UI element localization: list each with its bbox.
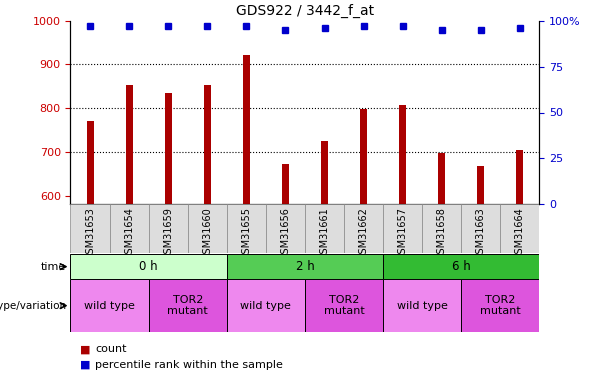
Text: wild type: wild type — [397, 301, 447, 310]
Bar — [70, 204, 110, 253]
Bar — [243, 55, 250, 204]
Bar — [227, 204, 266, 253]
Bar — [86, 121, 94, 204]
Text: GSM31660: GSM31660 — [202, 207, 212, 260]
Text: GSM31654: GSM31654 — [124, 207, 134, 260]
Text: GSM31657: GSM31657 — [398, 207, 408, 260]
Bar — [422, 204, 462, 253]
Text: GSM31664: GSM31664 — [515, 207, 525, 260]
Bar — [149, 279, 227, 332]
Text: GSM31659: GSM31659 — [163, 207, 173, 260]
Bar — [70, 279, 149, 332]
Bar — [204, 86, 211, 204]
Bar — [462, 204, 500, 253]
Text: ■: ■ — [80, 360, 90, 369]
Bar — [70, 254, 227, 279]
Bar — [282, 164, 289, 204]
Bar — [478, 166, 484, 204]
Text: GSM31663: GSM31663 — [476, 207, 486, 260]
Bar — [383, 254, 539, 279]
Bar — [165, 93, 172, 204]
Text: GSM31656: GSM31656 — [280, 207, 291, 260]
Bar — [500, 204, 539, 253]
Bar — [149, 204, 188, 253]
Text: ■: ■ — [80, 345, 90, 354]
Text: genotype/variation: genotype/variation — [0, 301, 66, 310]
Bar — [383, 204, 422, 253]
Bar — [360, 109, 367, 204]
Bar — [188, 204, 227, 253]
Text: GSM31653: GSM31653 — [85, 207, 95, 260]
Bar — [305, 204, 344, 253]
Bar — [266, 204, 305, 253]
Bar — [344, 204, 383, 253]
Bar — [305, 279, 383, 332]
Text: percentile rank within the sample: percentile rank within the sample — [95, 360, 283, 369]
Bar — [227, 279, 305, 332]
Bar — [126, 86, 132, 204]
Text: 6 h: 6 h — [452, 260, 471, 273]
Bar — [399, 105, 406, 204]
Bar — [227, 254, 383, 279]
Text: GSM31655: GSM31655 — [242, 207, 251, 260]
Bar — [438, 153, 445, 204]
Bar — [383, 279, 462, 332]
Text: wild type: wild type — [84, 301, 135, 310]
Text: 0 h: 0 h — [139, 260, 158, 273]
Text: TOR2
mutant: TOR2 mutant — [324, 295, 364, 316]
Text: GSM31662: GSM31662 — [359, 207, 368, 260]
Title: GDS922 / 3442_f_at: GDS922 / 3442_f_at — [236, 4, 374, 18]
Bar — [110, 204, 149, 253]
Text: time: time — [41, 262, 66, 272]
Text: wild type: wild type — [240, 301, 291, 310]
Bar — [321, 141, 328, 204]
Bar — [462, 279, 539, 332]
Bar — [516, 150, 524, 204]
Text: count: count — [95, 345, 126, 354]
Text: GSM31658: GSM31658 — [436, 207, 447, 260]
Text: 2 h: 2 h — [295, 260, 314, 273]
Text: TOR2
mutant: TOR2 mutant — [167, 295, 208, 316]
Text: TOR2
mutant: TOR2 mutant — [480, 295, 520, 316]
Text: GSM31661: GSM31661 — [319, 207, 330, 260]
